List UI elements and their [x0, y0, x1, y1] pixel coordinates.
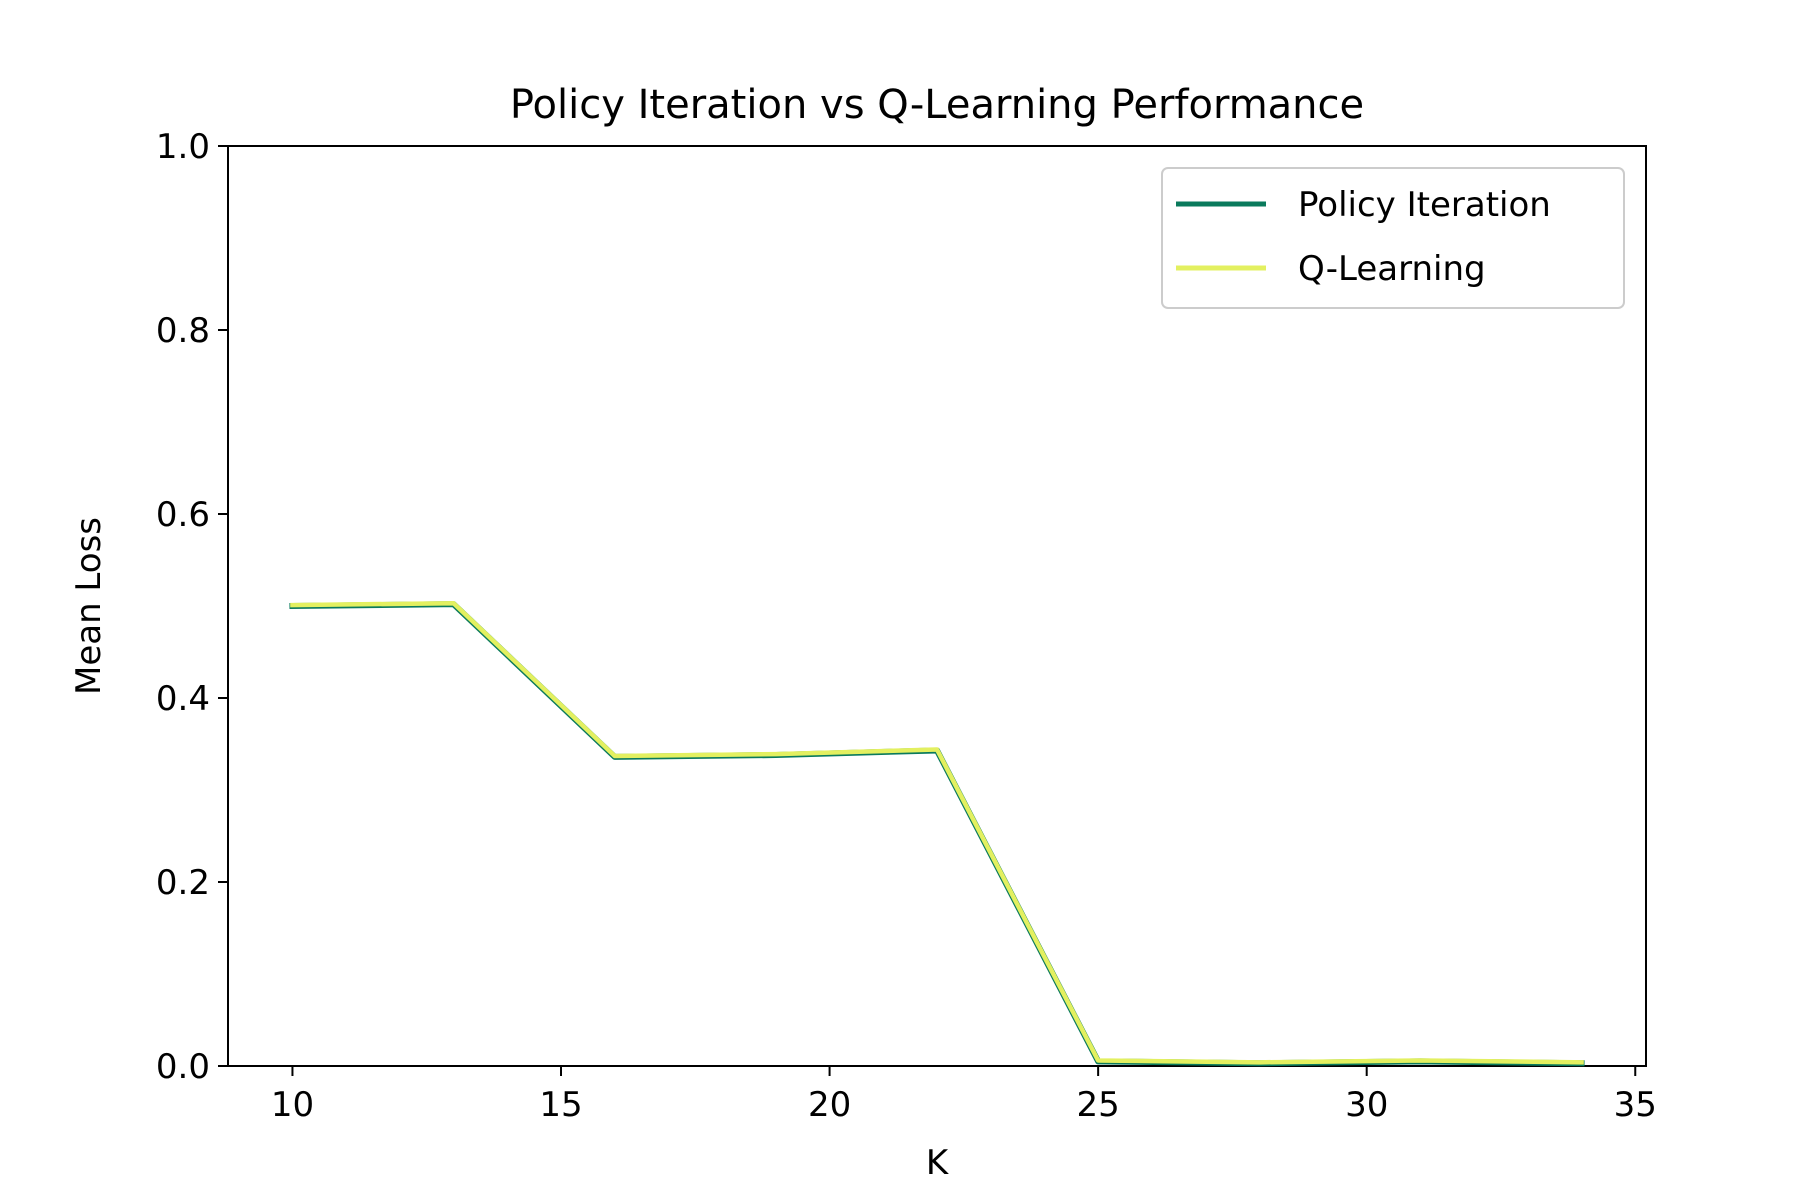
plot-frame — [227, 145, 1647, 1067]
y-tick-label: 0.6 — [156, 495, 210, 535]
x-tick-label: 35 — [1614, 1085, 1657, 1125]
x-tick-label: 25 — [1077, 1085, 1120, 1125]
y-axis-label: Mean Loss — [69, 517, 109, 695]
x-tick-label: 10 — [271, 1085, 314, 1125]
x-tick-label: 30 — [1345, 1085, 1388, 1125]
legend-label: Policy Iteration — [1298, 185, 1551, 225]
x-tick-label: 20 — [808, 1085, 851, 1125]
x-tick-label: 15 — [539, 1085, 582, 1125]
axes-layer: 10 15 20 25 30 35 0.0 0.2 0.4 0.6 0.8 1.0 — [156, 127, 1657, 1125]
legend: Policy Iteration Q-Learning — [1161, 167, 1625, 309]
x-axis-label: K — [926, 1143, 950, 1183]
y-tick-label: 0.4 — [156, 679, 210, 719]
legend-label: Q-Learning — [1298, 249, 1486, 289]
chart-title: Policy Iteration vs Q-Learning Performan… — [510, 82, 1364, 128]
y-tick-label: 0.0 — [156, 1047, 210, 1087]
y-tick-label: 1.0 — [156, 127, 210, 167]
legend-box — [1161, 167, 1625, 309]
series-layer — [289, 600, 1585, 1067]
y-tick-label: 0.2 — [156, 863, 210, 903]
y-tick-label: 0.8 — [156, 311, 210, 351]
